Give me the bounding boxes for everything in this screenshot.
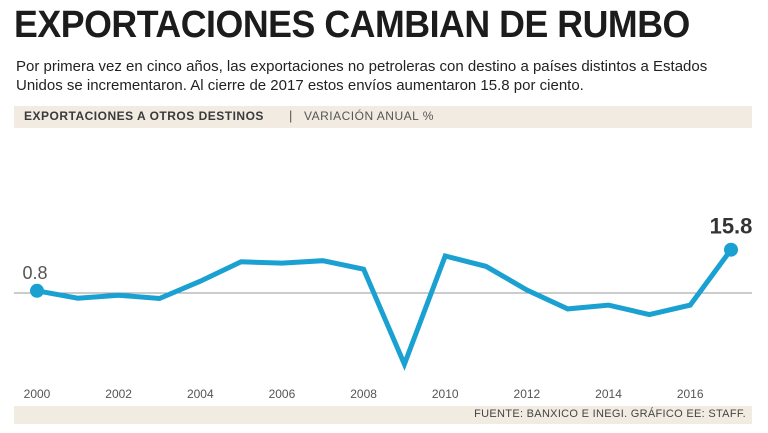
series-label: EXPORTACIONES A OTROS DESTINOS (24, 109, 264, 123)
x-tick-label: 2002 (105, 387, 132, 401)
unit-label: VARIACIÓN ANUAL % (304, 109, 434, 123)
x-tick-label: 2010 (432, 387, 459, 401)
data-points (30, 242, 738, 298)
x-axis-ticks: 2000 2002 2004 2006 2008 2010 2012 2014 2016 (24, 387, 704, 401)
latest-value-label: 15.8 (710, 214, 753, 239)
data-point-marker (724, 242, 738, 257)
source-note: FUENTE: BANXICO E INEGI. GRÁFICO EE: STA… (474, 408, 746, 420)
x-tick-label: 2014 (595, 387, 622, 401)
header-separator: | (289, 108, 293, 123)
chart-subtitle: Por primera vez en cinco años, las expor… (16, 58, 708, 94)
footer-band: FUENTE: BANXICO E INEGI. GRÁFICO EE: STA… (14, 406, 752, 424)
start-value-label: 0.8 (22, 263, 47, 283)
chart-title: EXPORTACIONES CAMBIAN DE RUMBO (14, 4, 690, 46)
series-line (34, 247, 734, 371)
data-point-marker (30, 283, 44, 298)
x-tick-label: 2008 (350, 387, 377, 401)
chart-header-band: EXPORTACIONES A OTROS DESTINOS | VARIACI… (14, 106, 752, 128)
x-tick-label: 2016 (677, 387, 704, 401)
x-tick-label: 2000 (24, 387, 51, 401)
x-tick-label: 2006 (269, 387, 296, 401)
x-tick-label: 2004 (187, 387, 214, 401)
annotations: 0.8 15.8 (22, 214, 752, 283)
x-tick-label: 2012 (514, 387, 541, 401)
